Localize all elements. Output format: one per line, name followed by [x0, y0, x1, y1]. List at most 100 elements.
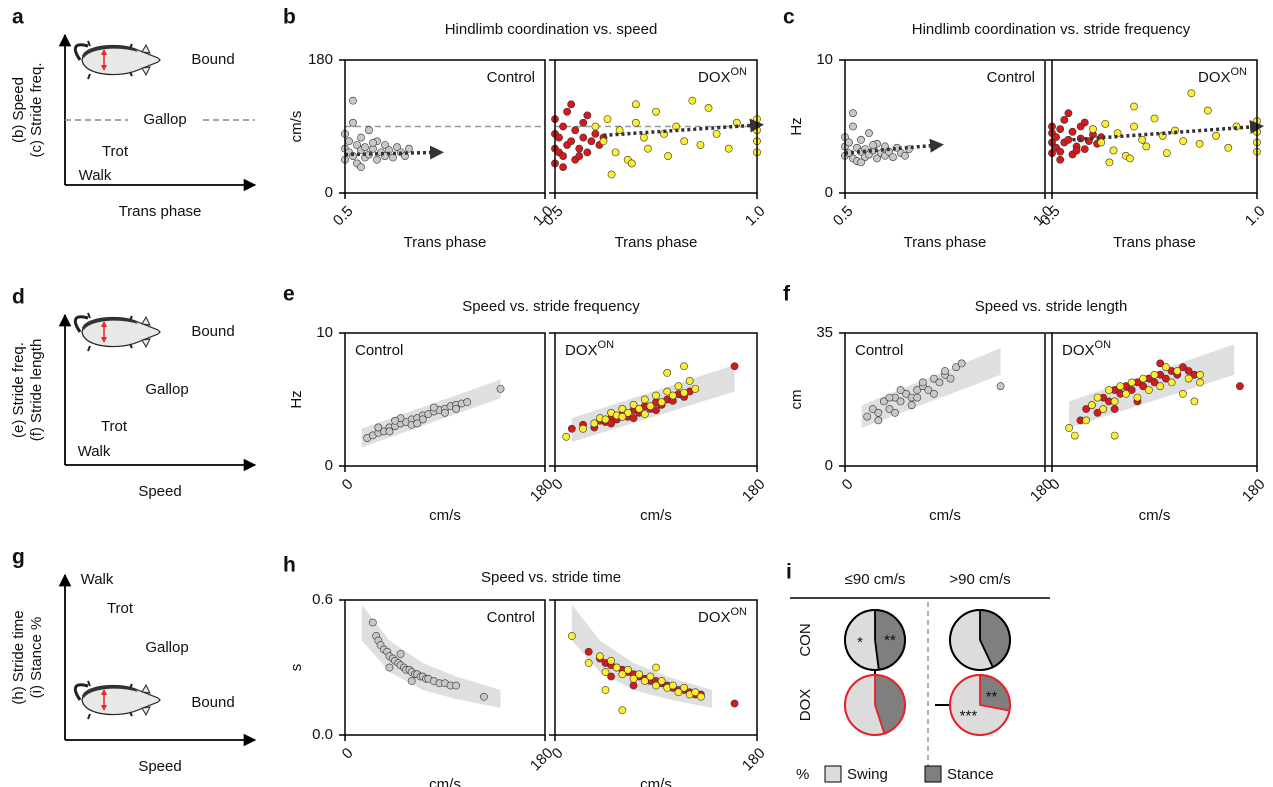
data-point — [579, 424, 587, 433]
data-point — [1105, 386, 1113, 394]
mouse-ear — [141, 706, 151, 717]
data-point — [896, 386, 905, 394]
data-point — [1156, 382, 1165, 391]
inset-label-text: Control — [487, 69, 535, 86]
data-point — [680, 388, 688, 397]
data-point — [652, 107, 660, 116]
data-point — [730, 362, 739, 371]
data-point — [555, 133, 563, 142]
data-point — [857, 158, 865, 167]
data-point — [624, 665, 632, 674]
data-point — [357, 133, 365, 142]
mouse-ear — [141, 66, 151, 77]
data-point — [587, 137, 596, 146]
data-point — [595, 652, 604, 661]
x-tick-label: 1.0 — [1242, 203, 1269, 230]
gait-label: Trot — [102, 143, 129, 160]
data-point — [680, 362, 688, 371]
data-point — [996, 382, 1005, 391]
data-point — [349, 96, 357, 105]
data-point — [635, 670, 644, 679]
data-point — [849, 122, 857, 131]
chart-title: Speed vs. stride time — [481, 569, 621, 586]
data-point — [1110, 405, 1119, 413]
data-point — [1173, 367, 1182, 375]
data-point — [601, 415, 610, 424]
x-tick-label: 0 — [339, 745, 357, 763]
data-point — [413, 419, 422, 428]
data-point — [345, 137, 353, 146]
data-point — [1212, 131, 1220, 140]
data-point — [1093, 393, 1102, 402]
gait-label: Gallop — [145, 381, 188, 398]
data-point — [607, 419, 616, 428]
data-point — [1110, 397, 1119, 406]
data-point — [618, 412, 627, 421]
plot-frame — [554, 332, 758, 467]
y-tick-label: 0 — [825, 184, 833, 201]
y-axis-label: cm/s — [288, 111, 305, 143]
plot-frame — [554, 59, 758, 194]
y-axis-label: Hz — [788, 117, 805, 135]
schematic-x-label: Speed — [138, 758, 181, 775]
plot-frame — [844, 332, 1046, 467]
data-point — [663, 368, 672, 377]
data-point — [889, 153, 897, 161]
data-point — [349, 118, 357, 127]
plot-frame — [344, 59, 546, 194]
mouse-paw — [87, 40, 133, 80]
y-tick-label: 35 — [816, 324, 833, 341]
data-point — [567, 632, 576, 640]
y-tick-label: 0.0 — [312, 726, 333, 743]
data-point — [567, 424, 576, 433]
data-point — [373, 155, 381, 164]
data-point — [452, 681, 461, 690]
mouse-paw — [87, 680, 133, 720]
x-tick-label: 0 — [839, 476, 857, 494]
data-point — [896, 397, 905, 406]
mouse-ear — [141, 338, 151, 349]
chart-title: Speed vs. stride length — [975, 298, 1128, 315]
inset-label-text: Control — [487, 609, 535, 626]
data-point — [629, 414, 638, 423]
inset-label-sup: ON — [1231, 66, 1248, 78]
y-tick-label: 0 — [325, 184, 333, 201]
data-point — [663, 387, 672, 396]
plot-frame — [344, 599, 546, 736]
data-point — [591, 129, 600, 138]
data-point — [1068, 127, 1077, 136]
data-point — [563, 107, 572, 116]
plot-frame — [1051, 332, 1258, 467]
data-point — [1179, 389, 1187, 398]
data-point — [891, 408, 899, 417]
data-point — [1196, 370, 1204, 379]
fit-band — [1069, 344, 1235, 428]
schematic-x-label: Trans phase — [119, 203, 202, 220]
data-point — [584, 647, 593, 656]
data-point — [646, 402, 655, 411]
inset-label-sup: ON — [731, 66, 748, 78]
y-tick-label: 0 — [325, 457, 333, 474]
x-axis-label: Trans phase — [1113, 234, 1196, 251]
pie-outline — [844, 609, 906, 671]
data-point — [868, 405, 877, 413]
gait-label: Trot — [107, 600, 134, 617]
data-point — [1099, 405, 1108, 413]
inset-label-text: Control — [355, 342, 403, 359]
x-axis-label: cm/s — [1139, 507, 1171, 524]
data-point — [680, 683, 688, 692]
data-point — [618, 404, 627, 413]
data-point — [704, 104, 713, 112]
data-point — [664, 152, 673, 160]
data-point — [618, 670, 627, 679]
data-point — [374, 423, 383, 432]
data-point — [418, 415, 427, 424]
mouse-icon — [73, 680, 161, 720]
x-axis-label: cm/s — [640, 776, 672, 787]
mouse-tail — [73, 43, 89, 61]
data-point — [603, 115, 612, 124]
inset-label-text: DOX — [565, 342, 598, 359]
mouse-ear — [141, 683, 151, 694]
data-point — [583, 148, 592, 157]
